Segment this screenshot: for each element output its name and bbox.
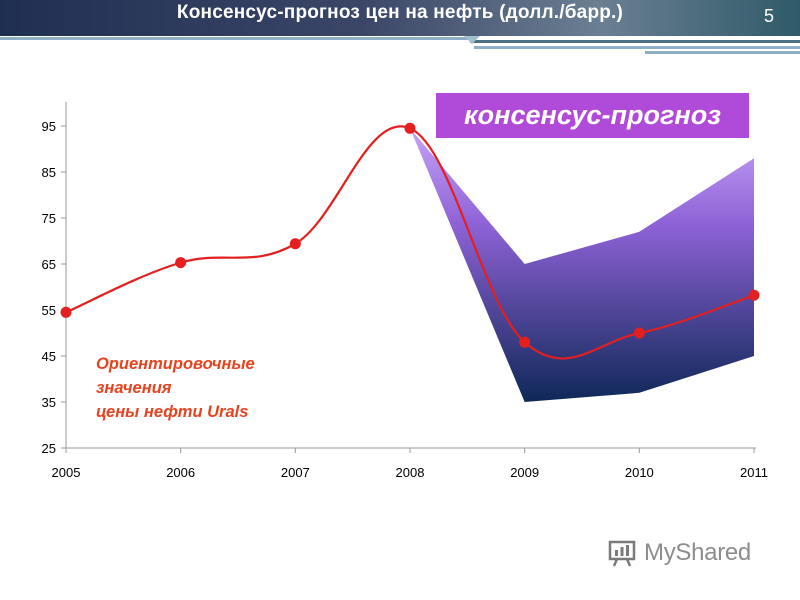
data-point-marker bbox=[404, 122, 416, 134]
data-point-marker bbox=[60, 306, 72, 318]
y-tick-label: 45 bbox=[42, 349, 56, 364]
series-annotation: Ориентировочные значения цены нефти Ural… bbox=[96, 352, 336, 424]
forecast-band bbox=[410, 128, 754, 403]
data-point-marker bbox=[175, 257, 187, 269]
title-bar bbox=[0, 0, 800, 36]
x-tick-label: 2009 bbox=[510, 465, 539, 480]
x-tick-label: 2010 bbox=[625, 465, 654, 480]
deco-line bbox=[645, 51, 800, 54]
data-point-marker bbox=[748, 289, 760, 301]
y-tick-label: 55 bbox=[42, 303, 56, 318]
y-tick-label: 65 bbox=[42, 257, 56, 272]
annotation-line: цены нефти Urals bbox=[96, 403, 249, 421]
slide-title: Консенсус-прогноз цен на нефть (долл./ба… bbox=[176, 2, 624, 23]
x-tick-label: 2011 bbox=[740, 465, 768, 480]
deco-line bbox=[470, 40, 800, 43]
data-point-marker bbox=[289, 238, 301, 250]
slide-number: 5 bbox=[763, 6, 774, 26]
x-tick-label: 2005 bbox=[52, 465, 81, 480]
x-tick-label: 2007 bbox=[281, 465, 310, 480]
watermark-text: MyShared bbox=[644, 539, 751, 566]
data-point-marker bbox=[519, 336, 531, 348]
annotation-line: значения bbox=[96, 379, 172, 397]
annotation-line: Ориентировочные bbox=[96, 355, 255, 373]
y-tick-label: 95 bbox=[42, 119, 56, 134]
y-tick-label: 35 bbox=[42, 395, 56, 410]
y-tick-label: 75 bbox=[42, 211, 56, 226]
forecast-legend-box: консенсус-прогноз bbox=[436, 93, 749, 138]
deco-line bbox=[0, 37, 472, 40]
y-tick-label: 25 bbox=[42, 441, 56, 456]
deco-triangle bbox=[464, 36, 480, 44]
x-tick-label: 2006 bbox=[166, 465, 195, 480]
myshared-logo-icon bbox=[608, 540, 636, 567]
y-tick-label: 85 bbox=[42, 165, 56, 180]
deco-line bbox=[474, 46, 800, 49]
watermark: MyShared bbox=[608, 536, 751, 570]
x-tick-label: 2008 bbox=[396, 465, 425, 480]
data-point-marker bbox=[633, 327, 645, 339]
